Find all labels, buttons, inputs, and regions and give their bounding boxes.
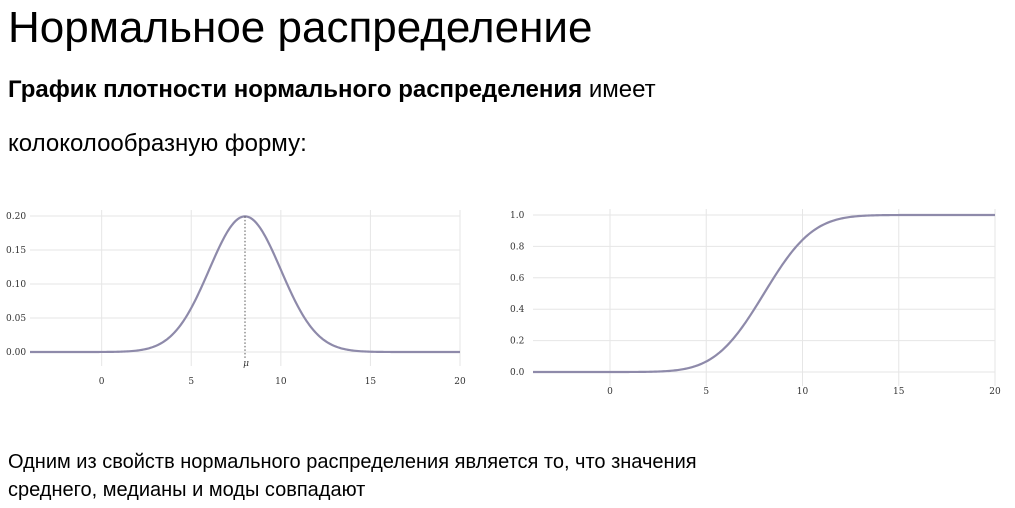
x-tick-label: 5 — [188, 377, 194, 387]
x-tick-label: 15 — [893, 387, 905, 397]
footer-line-1: Одним из свойств нормального распределен… — [8, 451, 697, 473]
series-line — [533, 213, 995, 374]
x-tick-label: 20 — [989, 387, 1001, 397]
y-tick-label: 0.6 — [510, 274, 525, 284]
x-tick-label: 0 — [607, 387, 613, 397]
x-tick-label: 10 — [797, 387, 809, 397]
y-tick-label: 0.20 — [6, 212, 26, 222]
x-tick-label: 0 — [99, 377, 105, 387]
y-tick-label: 0.15 — [6, 246, 26, 256]
footer-line-2: среднего, медианы и моды совпадают — [8, 479, 366, 501]
subtitle-line-2: колоколообразную форму: — [8, 130, 307, 157]
y-tick-label: 0.8 — [510, 242, 525, 252]
y-tick-label: 0.10 — [6, 280, 26, 290]
y-tick-label: 0.05 — [6, 314, 26, 324]
x-tick-label: 10 — [275, 377, 287, 387]
x-tick-label: 15 — [365, 377, 377, 387]
subtitle-rest: имеет — [582, 76, 656, 103]
subtitle-line-1: График плотности нормального распределен… — [8, 74, 656, 106]
y-tick-label: 0.0 — [510, 368, 525, 378]
y-tick-label: 0.4 — [510, 305, 525, 315]
y-tick-label: 0.00 — [6, 348, 26, 358]
footer-text: Одним из свойств нормального распределен… — [8, 448, 697, 504]
subtitle-bold: График плотности нормального распределен… — [8, 76, 583, 103]
page-title: Нормальное распределение — [8, 3, 593, 52]
y-tick-label: 1.0 — [510, 211, 525, 221]
y-tick-label: 0.2 — [510, 337, 524, 347]
x-tick-label: 5 — [703, 387, 709, 397]
x-tick-label: 20 — [454, 377, 466, 387]
mean-marker-label: μ — [243, 359, 249, 369]
